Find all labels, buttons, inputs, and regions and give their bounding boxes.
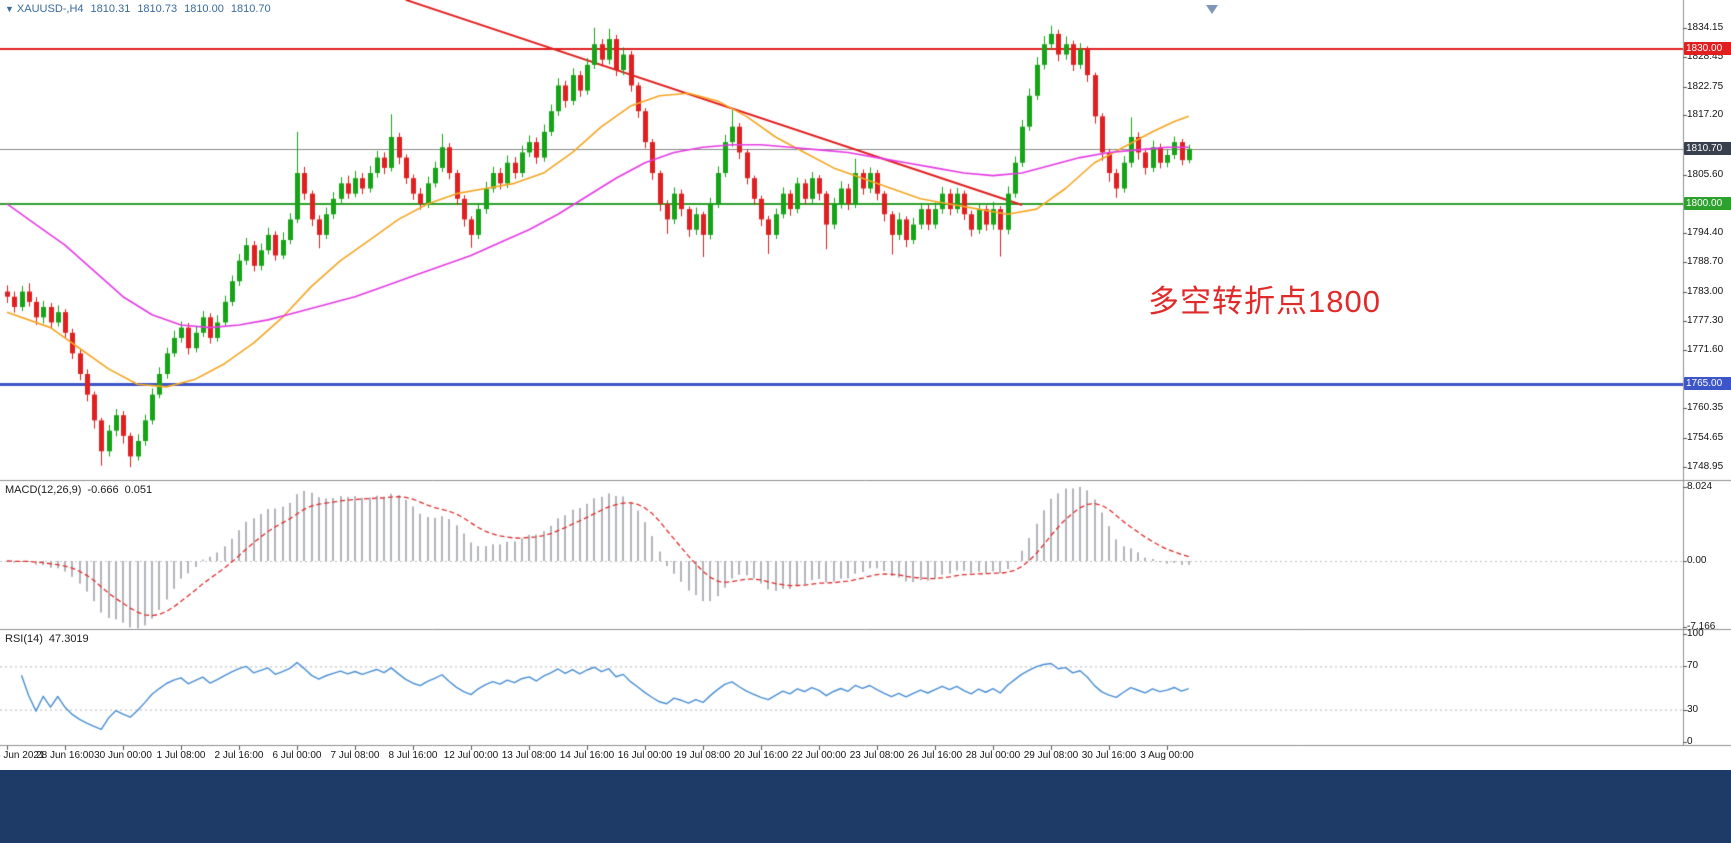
ohlc-readout: ▼ XAUUSD-,H4 1810.31 1810.73 1810.00 1810.70 <box>5 3 278 15</box>
chart-canvas[interactable] <box>0 0 1731 770</box>
time-axis[interactable] <box>0 746 1731 770</box>
rsi-value: 47.3019 <box>48 633 89 645</box>
close-value: 1810.70 <box>230 3 271 15</box>
macd-main-value: -0.666 <box>87 484 119 496</box>
rsi-name: RSI(14) <box>5 633 43 645</box>
macd-signal-value: 0.051 <box>124 484 153 496</box>
macd-name: MACD(12,26,9) <box>5 484 82 496</box>
dropdown-triangle-icon[interactable]: ▼ <box>5 4 14 14</box>
chart-shift-marker-icon[interactable] <box>1206 5 1218 14</box>
macd-indicator-label: MACD(12,26,9) -0.666 0.051 <box>5 484 158 496</box>
low-value: 1810.00 <box>184 3 224 15</box>
high-value: 1810.73 <box>137 3 178 15</box>
price-axis[interactable] <box>1684 0 1731 745</box>
bottom-bar <box>0 770 1731 843</box>
symbol-label: XAUUSD-,H4 <box>16 3 84 15</box>
rsi-indicator-label: RSI(14) 47.3019 <box>5 633 95 645</box>
open-value: 1810.31 <box>90 3 131 15</box>
annotation-text[interactable]: 多空转折点1800 <box>1148 284 1381 319</box>
